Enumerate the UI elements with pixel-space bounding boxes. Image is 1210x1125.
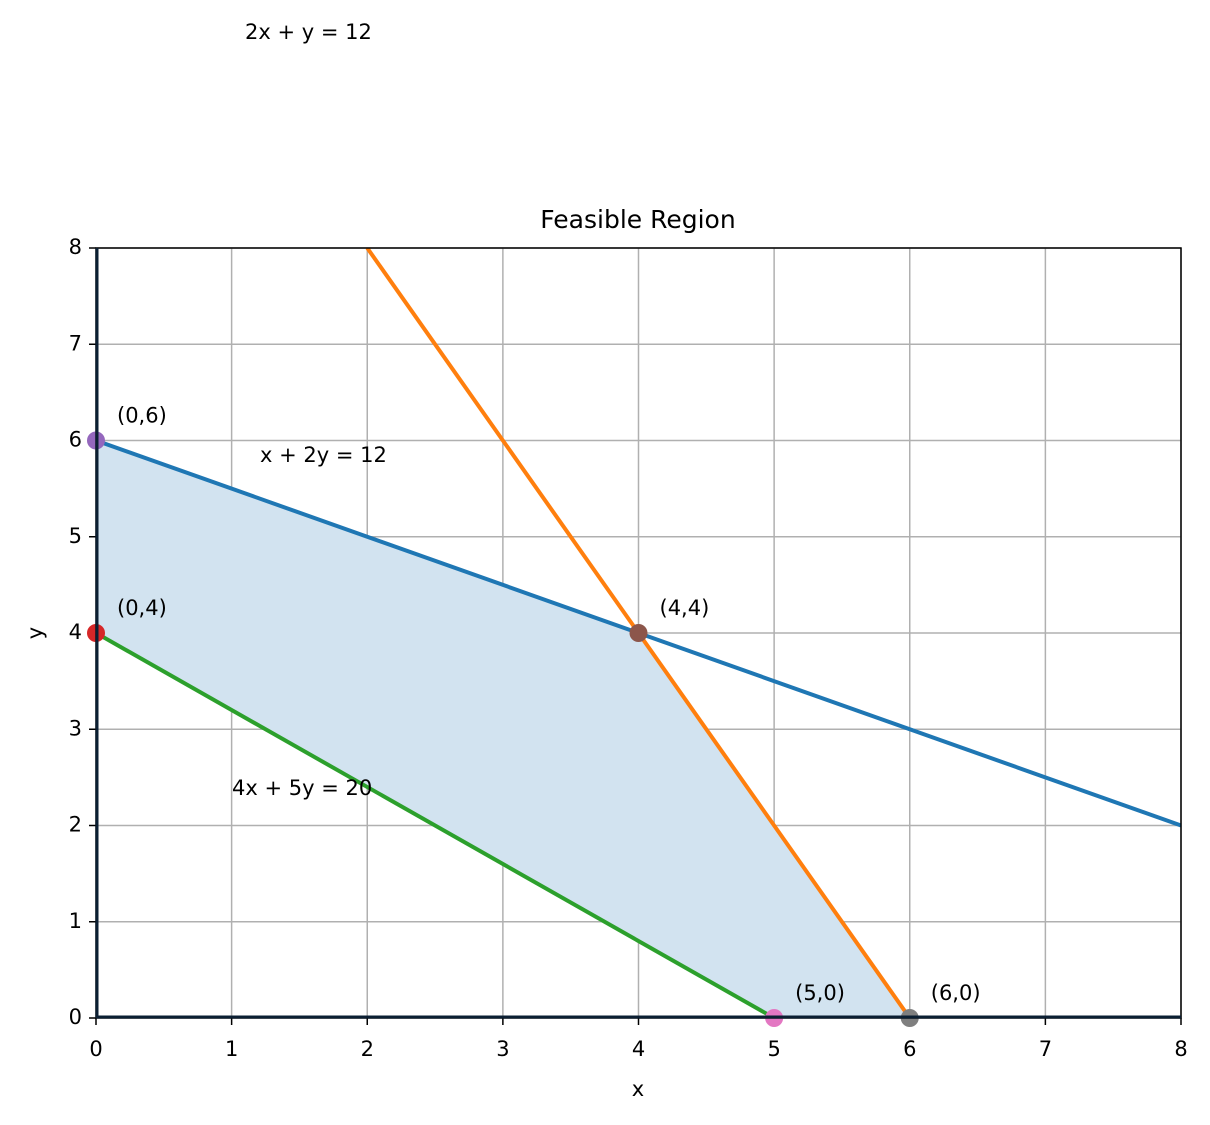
point-label: (6,0)	[931, 981, 981, 1005]
point-label: (5,0)	[795, 981, 845, 1005]
feasible-region	[96, 440, 910, 1018]
x-tick-label: 6	[903, 1037, 916, 1061]
x-tick-label: 0	[89, 1037, 102, 1061]
y-tick-label: 3	[69, 716, 82, 740]
point-label: (4,4)	[660, 596, 710, 620]
x-tick-label: 5	[767, 1037, 780, 1061]
y-tick-label: 8	[69, 235, 82, 259]
corner-point	[629, 624, 648, 642]
chart-title: Feasible Region	[540, 205, 735, 234]
equation-label: 2x + y = 12	[245, 20, 372, 44]
x-tick-label: 2	[361, 1037, 374, 1061]
x-tick-label: 3	[496, 1037, 509, 1061]
x-axis-label: x	[632, 1077, 644, 1101]
constraint-line	[96, 631, 776, 1018]
y-tick-label: 1	[69, 909, 82, 933]
y-tick-label: 5	[69, 524, 82, 548]
y-tick-label: 4	[69, 620, 82, 644]
x-tick-label: 7	[1039, 1037, 1052, 1061]
overlay: 0 1 2 3 4 5 6 7 8 0 1 2 3 4 5 6 7 8 x + 2y = 12 2x + y = 12…	[69, 20, 1188, 1061]
point-label: (0,6)	[117, 404, 167, 428]
y-axis-label: y	[23, 627, 47, 639]
x-tick-label: 1	[225, 1037, 238, 1061]
x-tick-label: 4	[632, 1037, 645, 1061]
y-tick-label: 6	[69, 428, 82, 452]
x-tick-label: 8	[1174, 1037, 1187, 1061]
y-tick-label: 2	[69, 813, 82, 837]
equation-label: 4x + 5y = 20	[232, 776, 372, 800]
equation-label: x + 2y = 12	[260, 443, 387, 467]
y-tick-label: 0	[69, 1005, 82, 1029]
point-label: (0,4)	[117, 596, 167, 620]
y-tick-label: 7	[69, 331, 82, 355]
